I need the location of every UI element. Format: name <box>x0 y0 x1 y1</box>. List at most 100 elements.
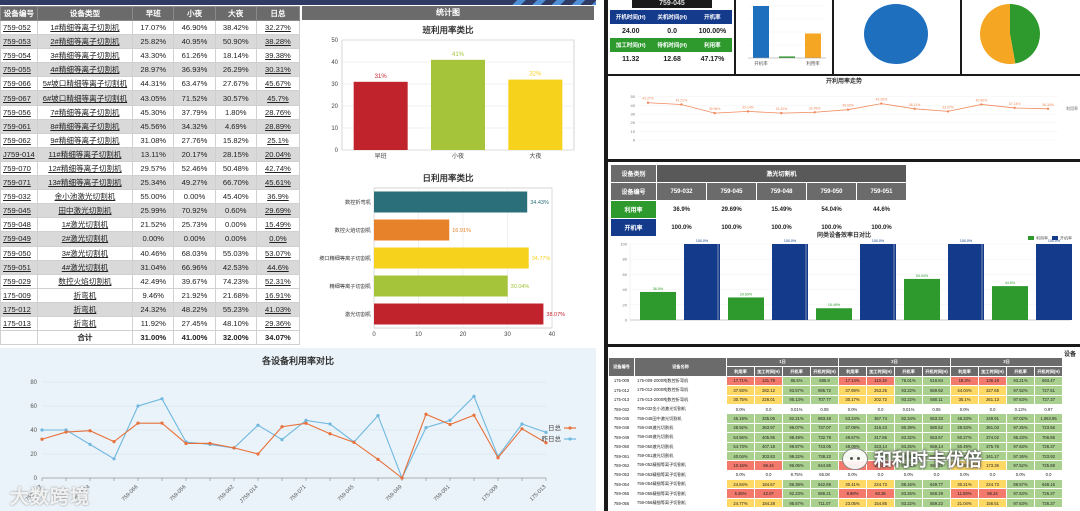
detail-code-cell[interactable]: 759-055 <box>608 488 635 499</box>
device-type-cell[interactable]: 折弯机 <box>36 315 134 332</box>
detail-name-cell[interactable]: 759-053精细等离子切割机 <box>634 469 727 481</box>
device-type-cell[interactable]: 12#精细等离子切割机 <box>36 160 134 177</box>
detail-code-cell[interactable]: 759-048 <box>608 422 635 434</box>
detail-value-cell: 335.06 <box>754 413 783 424</box>
detail-code-cell[interactable]: 759-051 <box>608 450 635 462</box>
detail-name-cell[interactable]: 759-055精细等离子切割机 <box>634 488 727 499</box>
device-code-cell[interactable]: 759-055 <box>0 62 38 78</box>
device-code-cell[interactable]: 759-048 <box>0 217 38 233</box>
device-code-cell[interactable]: 759-050 <box>806 182 857 201</box>
utilization-cell: 30.57% <box>214 90 257 106</box>
device-code-cell[interactable]: 175-009 <box>0 287 38 303</box>
device-code-cell[interactable]: 759-049 <box>0 231 38 247</box>
device-code-cell[interactable]: 759-045 <box>706 182 757 201</box>
device-type-cell[interactable]: 2#精细等离子切割机 <box>36 34 134 50</box>
device-type-cell[interactable]: 11#精细等离子切割机 <box>36 146 134 162</box>
device-type-cell[interactable]: 折弯机 <box>36 287 134 303</box>
device-code-cell[interactable]: 175-012 <box>0 301 38 317</box>
data-point <box>913 107 916 110</box>
device-code-cell[interactable]: 175-013 <box>0 315 38 332</box>
device-type-cell[interactable]: 9#精细等离子切割机 <box>36 132 134 148</box>
device-type-cell[interactable]: 7#精细等离子切割机 <box>36 104 134 120</box>
table-row: 175-013 折弯机 11.92% 27.45% 48.10% 29.36% <box>0 315 301 332</box>
detail-value-cell: 30.41% <box>838 479 867 490</box>
device-type-cell[interactable]: 2#激光切割机 <box>36 231 134 247</box>
device-type-cell[interactable]: 3#精细等离子切割机 <box>36 48 134 64</box>
detail-code-cell[interactable]: 175-013 <box>608 394 635 405</box>
detail-name-cell[interactable]: 175-012-2000吨数控折弯机 <box>634 385 727 396</box>
device-code-cell[interactable]: 759-067 <box>0 90 38 106</box>
detail-code-cell[interactable]: 759-032 <box>608 403 635 415</box>
x-tick-label: 759-045 <box>337 484 356 503</box>
device-code-cell[interactable]: 759-052 <box>0 19 38 36</box>
detail-name-cell[interactable]: 759-052精细等离子切割机 <box>634 460 727 471</box>
device-code-cell[interactable]: 759-029 <box>0 273 38 289</box>
device-code-cell[interactable]: J759-014 <box>0 146 38 162</box>
device-code-cell[interactable]: 759-051 <box>856 182 907 201</box>
detail-code-cell[interactable]: 759-049 <box>608 432 635 443</box>
device-code-cell[interactable]: 759-062 <box>0 132 38 148</box>
detail-code-cell[interactable]: 759-056 <box>608 497 635 509</box>
detail-name-cell[interactable]: 175-009-2000吨数控折弯机 <box>634 375 727 387</box>
device-type-cell[interactable]: 1#精细等离子切割机 <box>36 19 134 36</box>
data-point <box>328 422 332 426</box>
device-type-cell[interactable]: 4#精细等离子切割机 <box>36 62 134 78</box>
utilization-cell: 42.74% <box>255 160 301 177</box>
device-type-cell[interactable]: 13#精细等离子切割机 <box>36 175 134 191</box>
detail-code-cell[interactable]: 759-053 <box>608 469 635 481</box>
detail-code-cell[interactable]: 759-052 <box>608 460 635 471</box>
device-code-cell[interactable]: 759-053 <box>0 34 38 50</box>
detail-name-cell[interactable]: 759-056精细等离子切割机 <box>634 497 727 509</box>
bar-value-label: 16.91% <box>452 228 471 234</box>
table-row: 759-049 759-049激光切割机 54.56% 405.95 98.49% 732… <box>608 432 1063 443</box>
device-type-cell[interactable]: 4#激光切割机 <box>36 259 134 275</box>
y-tick-label: 0 <box>335 148 339 154</box>
bar-value-label: 44.6% <box>1005 281 1016 285</box>
kpi-panel: 759-045 开机时间(H) 关机时间(H) 开机率 24.00 0.0 10… <box>608 0 734 74</box>
device-comparison-title: 各设备利用率对比 <box>261 356 334 366</box>
detail-name-cell[interactable]: 759-048激光切割机 <box>634 422 727 434</box>
device-code-cell[interactable]: 759-054 <box>0 48 38 64</box>
utilization-cell: 45.7% <box>255 90 301 106</box>
detail-code-cell[interactable]: 175-012 <box>608 385 635 396</box>
utilization-cell: 45.61% <box>255 175 301 191</box>
device-type-cell[interactable]: 3#激光切割机 <box>36 245 134 261</box>
device-type-cell[interactable]: 1#激光切割机 <box>36 217 134 233</box>
detail-value-cell: 44.04% <box>950 385 979 396</box>
device-type-cell[interactable]: 金小池激光切割机 <box>36 189 134 205</box>
device-type-cell[interactable]: 折弯机 <box>36 301 134 317</box>
detail-code-cell[interactable]: 759-054 <box>608 479 635 490</box>
device-code-cell[interactable]: 759-071 <box>0 175 38 191</box>
device-code-cell[interactable]: 759-066 <box>0 76 38 92</box>
detail-name-cell[interactable]: 759-051激光切割机 <box>634 450 727 462</box>
table-row: 175-013 175-013-2000吨数控折弯机 30.75% 228.01 95.… <box>608 394 1063 405</box>
device-code-cell[interactable]: 759-070 <box>0 160 38 177</box>
device-code-cell[interactable]: 759-061 <box>0 118 38 134</box>
table-row: 759-056 759-056精细等离子切割机 24.77% 184.28 95.57%… <box>608 497 1063 509</box>
device-code-cell[interactable]: 759-048 <box>756 182 807 201</box>
device-code-cell[interactable]: 759-051 <box>0 259 38 275</box>
detail-code-cell[interactable]: 175-009 <box>608 375 635 387</box>
device-code-cell[interactable]: 759-045 <box>0 203 38 219</box>
total-spacer <box>0 330 38 346</box>
detail-name-cell[interactable]: 759-045田中激光切割机 <box>634 413 727 424</box>
detail-name-cell[interactable]: 759-050激光切割机 <box>634 441 727 452</box>
device-code-cell[interactable]: 759-050 <box>0 245 38 261</box>
detail-name-cell[interactable]: 175-013-2000吨数控折弯机 <box>634 394 727 405</box>
detail-code-cell[interactable]: 759-050 <box>608 441 635 452</box>
detail-value-cell: 184.28 <box>754 497 783 509</box>
detail-name-cell[interactable]: 759-049激光切割机 <box>634 432 727 443</box>
detail-name-cell[interactable]: 759-054精细等离子切割机 <box>634 479 727 490</box>
device-code-cell[interactable]: 759-032 <box>0 189 38 205</box>
detail-value-cell: 0.0 <box>754 403 783 415</box>
device-type-cell[interactable]: 田中激光切割机 <box>36 203 134 219</box>
device-type-cell[interactable]: 8#精细等离子切割机 <box>36 118 134 134</box>
device-type-cell[interactable]: 6#坡口精细等离子切割机 <box>36 90 134 106</box>
utilization-cell: 21.68% <box>214 287 257 303</box>
device-code-cell[interactable]: 759-032 <box>656 182 707 201</box>
device-code-cell[interactable]: 759-056 <box>0 104 38 120</box>
detail-name-cell[interactable]: 759-032金小池激光切割机 <box>634 403 727 415</box>
detail-code-cell[interactable]: 759-045 <box>608 413 635 424</box>
device-type-cell[interactable]: 数控火焰切割机 <box>36 273 134 289</box>
device-type-cell[interactable]: 5#坡口精细等离子切割机 <box>36 76 134 92</box>
